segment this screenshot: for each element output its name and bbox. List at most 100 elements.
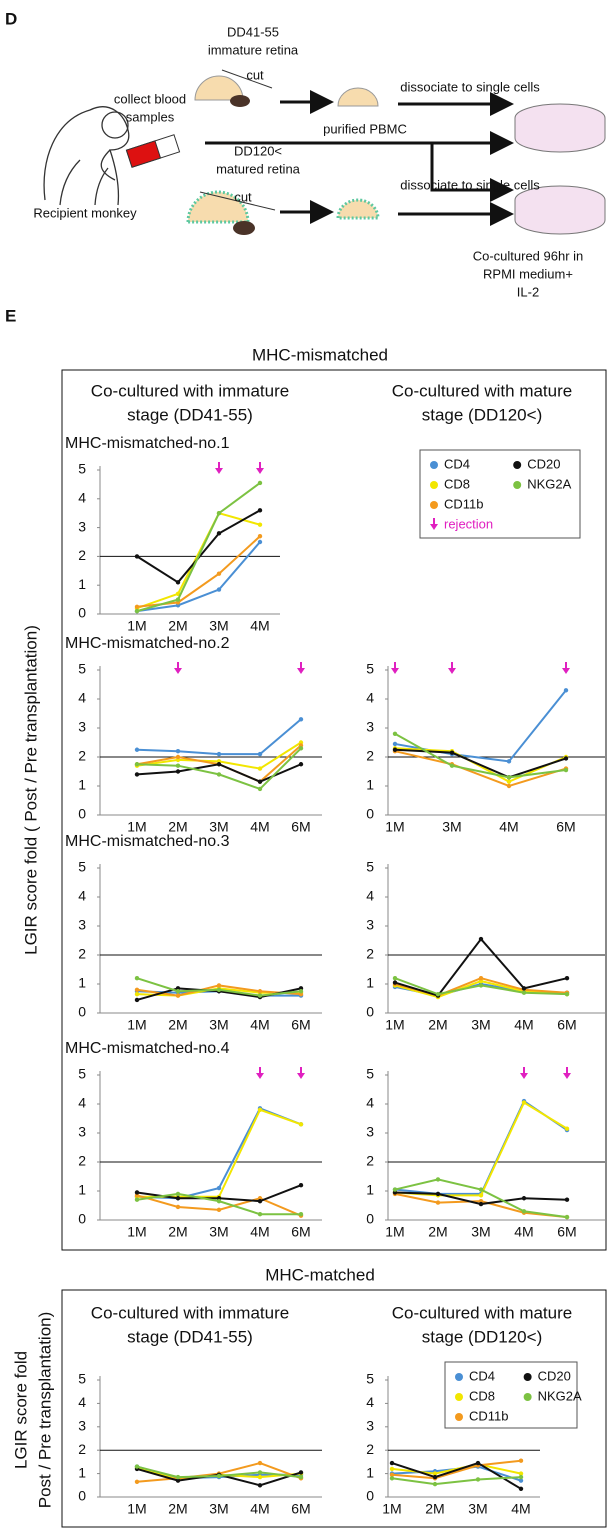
legend-label: CD8 <box>444 476 470 491</box>
data-point <box>392 980 398 985</box>
x-tick-label: 2M <box>428 1017 447 1033</box>
x-tick-label: 3M <box>442 819 461 835</box>
diagram-text: DD41-55 <box>227 24 279 39</box>
legend-label: CD11b <box>469 1408 509 1423</box>
data-point <box>257 1198 263 1204</box>
y-tick-label: 2 <box>366 748 374 764</box>
x-tick-label: 2M <box>168 819 187 835</box>
dish <box>514 103 606 235</box>
data-point <box>298 1122 304 1127</box>
x-tick-label: 4M <box>514 1224 533 1240</box>
data-point <box>134 976 140 981</box>
legend-swatch <box>455 1413 463 1421</box>
data-point <box>175 580 181 585</box>
diagram-text: samples <box>126 109 175 124</box>
data-point <box>175 754 181 760</box>
data-point <box>175 989 181 994</box>
legend-swatch <box>523 1393 532 1401</box>
data-point <box>298 989 304 994</box>
y-tick-label: 5 <box>366 1371 374 1387</box>
section-box <box>61 369 607 1251</box>
y-tick-label: 2 <box>78 748 86 764</box>
y-tick-label: 1 <box>78 975 86 991</box>
rejection-arrow <box>174 668 182 674</box>
chart-title: MHC-mismatched-no.4 <box>65 1040 230 1057</box>
retina <box>337 87 379 107</box>
arrow <box>430 143 514 202</box>
y-tick-label: 2 <box>366 1441 374 1457</box>
y-tick-label: 4 <box>366 1394 374 1410</box>
x-tick-label: 1M <box>127 1017 146 1033</box>
y-tick-label: 1 <box>78 1182 86 1198</box>
data-point <box>392 1187 398 1192</box>
data-point <box>518 1478 524 1483</box>
legend-label: CD8 <box>469 1388 495 1403</box>
data-point <box>257 786 263 792</box>
x-tick-label: 2M <box>425 1501 444 1517</box>
y-tick-label: 3 <box>78 719 86 735</box>
y-tick-label: 5 <box>78 461 86 477</box>
y-tick-label: 5 <box>366 1066 374 1082</box>
diagram-text: immature retina <box>208 42 299 57</box>
y-tick-label: 5 <box>366 661 374 677</box>
rejection-arrow <box>520 1073 528 1079</box>
y-tick-label: 2 <box>78 1441 86 1457</box>
legend-swatch <box>455 1373 463 1381</box>
y-tick-label: 2 <box>78 946 86 962</box>
data-point <box>521 1100 527 1105</box>
series-line <box>391 1476 522 1486</box>
y-tick-label: 3 <box>78 518 86 534</box>
retina <box>194 75 244 101</box>
column-header: stage (DD41-55) <box>127 405 253 424</box>
chart-title: MHC-mismatched-no.2 <box>65 635 230 652</box>
data-point <box>216 1473 222 1479</box>
x-tick-label: 3M <box>209 1224 228 1240</box>
diagram-text: RPMI medium+ <box>483 266 573 281</box>
chart-title: MHC-mismatched-no.1 <box>65 435 230 452</box>
data-point <box>216 511 222 516</box>
column-header: Co-cultured with mature <box>392 1303 572 1322</box>
data-point <box>518 1471 524 1476</box>
retina <box>336 198 380 220</box>
column-header: Co-cultured with mature <box>392 381 572 400</box>
data-point <box>563 688 569 693</box>
x-tick-label: 4M <box>511 1501 530 1517</box>
diagram-text: dissociate to single cells <box>400 79 540 94</box>
data-point <box>564 991 570 997</box>
legend-label: rejection <box>444 516 493 531</box>
data-point <box>257 751 263 757</box>
data-point <box>432 1481 438 1487</box>
column-header: Co-cultured with immature <box>91 1303 289 1322</box>
data-point <box>564 1197 570 1202</box>
y-tick-label: 4 <box>78 1095 86 1111</box>
data-point <box>257 522 263 527</box>
legend-swatch <box>513 481 522 489</box>
data-point <box>134 554 140 559</box>
data-point <box>175 1191 181 1197</box>
data-point <box>134 987 140 992</box>
legend-swatch <box>455 1393 463 1401</box>
x-tick-label: 2M <box>168 618 187 634</box>
x-tick-label: 2M <box>168 1501 187 1517</box>
data-point <box>432 1474 438 1480</box>
chart-title: MHC-mismatched-no.3 <box>65 833 230 850</box>
diagram-text: dissociate to single cells <box>400 177 540 192</box>
data-point <box>506 783 512 789</box>
data-point <box>216 571 222 576</box>
legend-box <box>444 1361 578 1429</box>
y-axis-label: Post / Pre transplantation) <box>35 1312 54 1509</box>
x-tick-label: 6M <box>291 819 310 835</box>
x-tick-label: 2M <box>428 1224 447 1240</box>
data-point <box>392 731 398 736</box>
data-point <box>257 989 263 994</box>
data-point <box>298 1470 304 1475</box>
lens <box>230 95 250 107</box>
data-point <box>257 1212 263 1217</box>
y-tick-label: 1 <box>366 1464 374 1480</box>
diagram-text: matured retina <box>216 161 301 176</box>
legend-label: CD20 <box>527 456 560 471</box>
diagram-text: Recipient monkey <box>33 205 137 220</box>
data-point <box>216 1198 222 1204</box>
section-title: MHC-mismatched <box>252 345 388 364</box>
x-tick-label: 4M <box>250 819 269 835</box>
